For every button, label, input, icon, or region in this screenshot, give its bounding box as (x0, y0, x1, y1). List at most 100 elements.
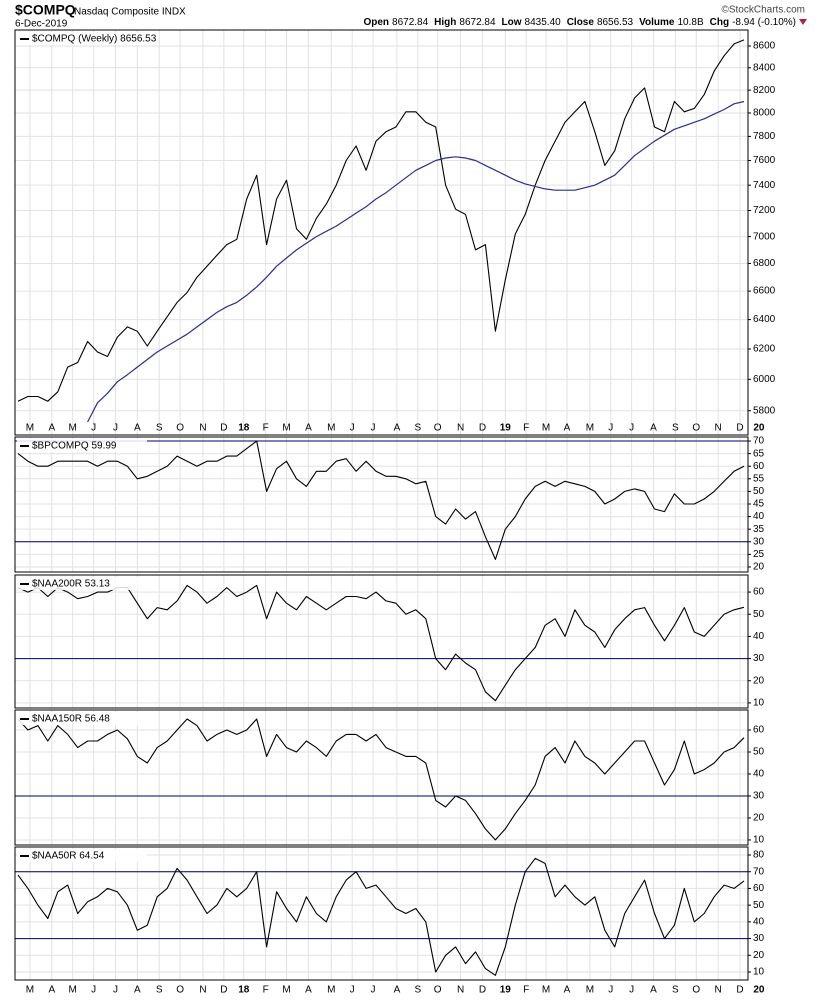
x-tick-label: M (327, 423, 335, 434)
panel-frame (14, 846, 749, 981)
x-tick-label: M (282, 423, 290, 434)
panel-frame (14, 29, 749, 436)
x-tick-label: O (692, 423, 700, 434)
x-tick-label: J (629, 423, 634, 434)
y-tick-label: 6000 (753, 374, 776, 385)
x-tick-label: M (26, 985, 34, 996)
x-tick-label: N (457, 423, 464, 434)
x-tick-label: 19 (500, 985, 512, 996)
x-tick-label: J (608, 985, 613, 996)
y-tick-label: 45 (753, 499, 765, 510)
x-tick-label: A (134, 985, 141, 996)
y-tick-label: 70 (753, 866, 765, 877)
x-tick-label: M (327, 985, 335, 996)
x-tick-label: J (371, 423, 376, 434)
x-tick-label: M (282, 985, 290, 996)
panel-frame (14, 709, 749, 846)
x-tick-label: A (650, 423, 657, 434)
series-line (17, 718, 745, 841)
x-tick-label: F (263, 985, 269, 996)
x-tick-label: N (199, 985, 206, 996)
y-tick-label: 40 (753, 916, 765, 927)
x-tick-label: N (715, 423, 722, 434)
y-tick-label: 20 (753, 813, 765, 824)
x-tick-label: D (736, 423, 743, 434)
x-tick-label: F (523, 423, 529, 434)
x-tick-label: A (134, 423, 141, 434)
change-arrow (799, 19, 807, 25)
y-tick-label: 60 (753, 725, 765, 736)
y-tick-label: 25 (753, 549, 765, 560)
x-tick-label: J (608, 423, 613, 434)
x-tick-label: N (457, 985, 464, 996)
y-tick-label: 8000 (753, 108, 776, 119)
y-tick-label: 30 (753, 653, 765, 664)
x-tick-label: F (263, 423, 269, 434)
y-tick-label: 6800 (753, 258, 776, 269)
x-tick-label: N (199, 423, 206, 434)
x-tick-label: M (542, 423, 550, 434)
x-tick-label: M (69, 423, 77, 434)
legend-bg (17, 577, 147, 590)
x-tick-label: A (48, 423, 55, 434)
y-tick-label: 20 (753, 675, 765, 686)
legend-label: $BPCOMPQ 59.99 (32, 441, 117, 452)
x-tick-label: J (371, 985, 376, 996)
series-line (17, 440, 745, 560)
y-tick-label: 65 (753, 448, 765, 459)
y-tick-label: 8400 (753, 62, 776, 73)
x-tick-label: A (305, 985, 312, 996)
quote-label: Open (363, 17, 389, 28)
series-line (17, 857, 745, 976)
x-tick-label: O (692, 985, 700, 996)
x-tick-label: 20 (753, 423, 765, 434)
x-tick-label: S (672, 423, 679, 434)
x-tick-label: F (523, 985, 529, 996)
y-tick-label: 60 (753, 587, 765, 598)
date: 6-Dec-2019 (15, 19, 68, 30)
x-tick-label: M (26, 423, 34, 434)
x-tick-label: M (586, 423, 594, 434)
y-tick-label: 40 (753, 511, 765, 522)
y-tick-label: 70 (753, 436, 765, 447)
quote-value: -8.94 (-0.10%) (732, 17, 796, 28)
y-tick-label: 60 (753, 883, 765, 894)
x-tick-label: 19 (500, 423, 512, 434)
x-tick-label: M (586, 985, 594, 996)
x-tick-label: O (434, 423, 442, 434)
y-tick-label: 8200 (753, 85, 776, 96)
y-tick-label: 6600 (753, 286, 776, 297)
legend-label: $NAA150R 56.48 (32, 714, 110, 725)
legend-label: $NAA50R 64.54 (32, 851, 105, 862)
y-tick-label: 7000 (753, 231, 776, 242)
x-tick-label: D (479, 423, 486, 434)
y-tick-label: 20 (753, 562, 765, 573)
x-tick-label: S (672, 985, 679, 996)
legend-label: $COMPQ (Weekly) 8656.53 (32, 34, 157, 45)
x-tick-label: A (48, 985, 55, 996)
y-tick-label: 50 (753, 486, 765, 497)
x-tick-label: A (305, 423, 312, 434)
x-tick-label: S (414, 423, 421, 434)
y-tick-label: 35 (753, 524, 765, 535)
x-tick-label: A (394, 423, 401, 434)
y-tick-label: 20 (753, 950, 765, 961)
series-line (17, 39, 745, 402)
symbol: $COMPQ (15, 2, 76, 18)
panel-frame (14, 574, 749, 709)
x-tick-label: O (176, 423, 184, 434)
x-tick-label: J (629, 985, 634, 996)
x-tick-label: S (156, 985, 163, 996)
y-tick-label: 30 (753, 536, 765, 547)
x-tick-label: O (176, 985, 184, 996)
quote-row: Open 8672.84 High 8672.84 Low 8435.40 Close 865… (363, 17, 796, 28)
y-tick-label: 30 (753, 791, 765, 802)
series-line (17, 584, 745, 702)
x-tick-label: J (113, 423, 118, 434)
y-tick-label: 40 (753, 631, 765, 642)
quote-value: 8672.84 (392, 17, 429, 28)
y-tick-label: 7400 (753, 180, 776, 191)
x-tick-label: 20 (753, 985, 765, 996)
y-tick-label: 6200 (753, 344, 776, 355)
legend-bg (17, 712, 147, 725)
